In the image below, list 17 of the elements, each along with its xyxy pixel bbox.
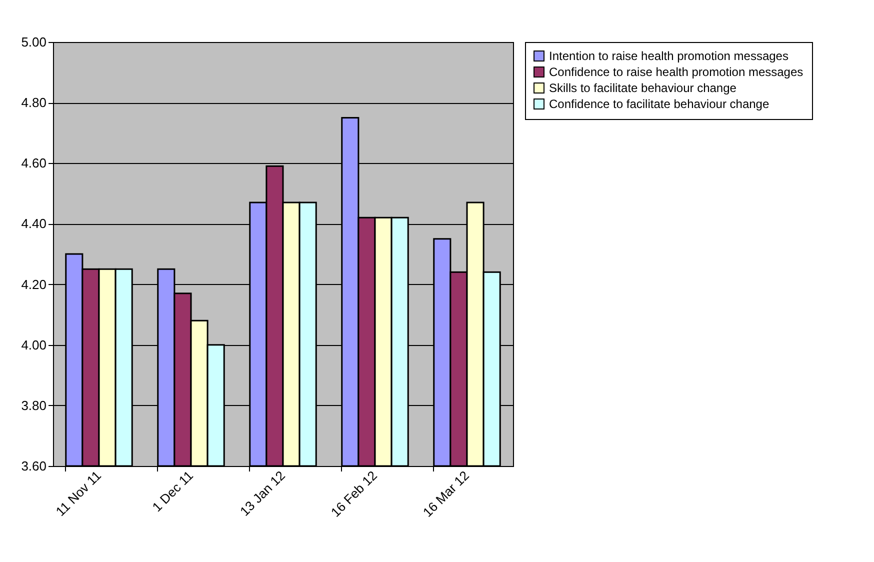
x-tick-label: 16 Mar 12 — [420, 468, 472, 520]
legend-label: Intention to raise health promotion messages — [549, 49, 788, 63]
y-tick-label: 4.20 — [21, 276, 46, 292]
x-tick-label: 11 Nov 11 — [52, 468, 104, 519]
x-tick-label: 1 Dec 11 — [149, 468, 196, 515]
y-tick-label: 4.00 — [21, 337, 46, 352]
legend-label: Skills to facilitate behaviour change — [549, 81, 737, 95]
y-tick-label: 5.00 — [21, 34, 46, 50]
x-tick-label: 16 Feb 12 — [328, 468, 380, 520]
legend-label: Confidence to raise health promotion messages — [549, 65, 804, 79]
y-tick-label: 3.80 — [21, 398, 46, 413]
y-tick-label: 4.40 — [21, 216, 46, 232]
legend-label: Confidence to facilitate behaviour change — [549, 97, 770, 111]
y-tick-label: 4.80 — [21, 95, 46, 110]
x-tick-label: 13 Jan 12 — [236, 468, 288, 519]
y-tick-label: 4.60 — [21, 156, 46, 171]
y-tick-label: 3.60 — [21, 458, 46, 474]
